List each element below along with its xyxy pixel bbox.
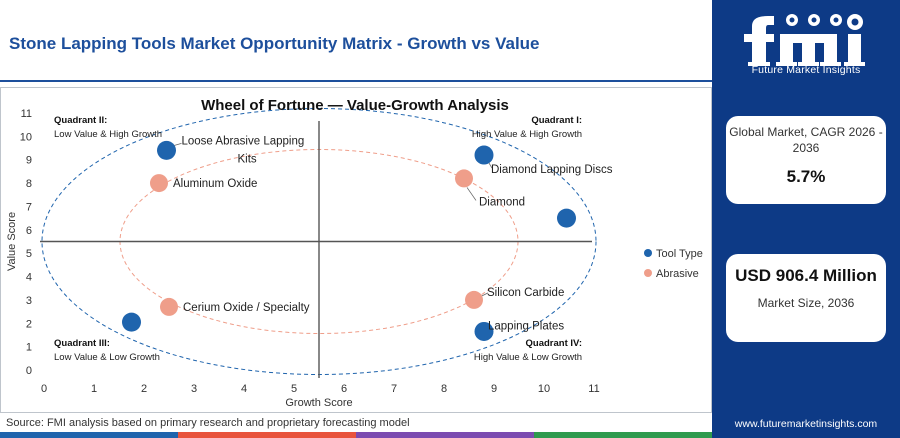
legend-marker <box>644 249 652 257</box>
point-label: Aluminum Oxide <box>173 178 257 190</box>
chart-frame <box>0 87 712 413</box>
quadrant-description: High Value & Low Growth <box>474 352 582 363</box>
point-leader-line <box>174 142 182 146</box>
tool-type-point <box>474 321 494 341</box>
logo-wordmark: Future Market Insights <box>751 64 861 76</box>
y-tick-label: 8 <box>26 178 32 190</box>
website-link[interactable]: www.futuremarketinsights.com <box>734 418 878 430</box>
header-divider <box>0 80 712 82</box>
abrasive-point <box>150 174 168 193</box>
chart-title: Wheel of Fortune — Value-Growth Analysis <box>201 97 509 114</box>
point-leader-line <box>488 162 493 169</box>
y-tick-label: 10 <box>20 131 32 143</box>
fmi-logo-icon <box>744 14 865 66</box>
quadrant-title: Quadrant II: <box>54 115 107 126</box>
x-tick-label: 4 <box>241 383 247 395</box>
legend-marker <box>644 269 652 277</box>
abrasive-point <box>160 297 178 316</box>
market-size-label: Market Size, 2036 <box>757 296 855 310</box>
x-tick-label: 6 <box>341 383 347 395</box>
y-tick-label: 6 <box>26 225 32 237</box>
point-label: Kits <box>238 153 257 165</box>
x-tick-label: 2 <box>141 383 147 395</box>
footer-bar-segment <box>0 432 178 438</box>
point-label: Diamond Lapping Discs <box>491 164 613 176</box>
legend-label: Abrasive <box>656 268 699 280</box>
y-tick-label: 11 <box>21 108 32 120</box>
quadrant-description: Low Value & High Growth <box>54 129 162 140</box>
x-tick-label: 0 <box>41 383 47 395</box>
point-label: Diamond <box>479 196 525 208</box>
abrasive-point <box>455 169 473 188</box>
tool-type-point <box>122 312 141 332</box>
quadrant-description: High Value & High Growth <box>472 129 582 140</box>
y-tick-label: 7 <box>26 201 32 213</box>
y-tick-label: 5 <box>26 248 32 260</box>
y-tick-label: 2 <box>26 318 32 330</box>
point-label: Cerium Oxide / Specialty <box>183 302 310 314</box>
y-tick-label: 0 <box>26 365 32 377</box>
footer-bar-segment <box>534 432 712 438</box>
y-axis-title: Value Score <box>6 212 18 271</box>
point-label: Lapping Plates <box>488 320 564 332</box>
x-axis-title: Growth Score <box>285 397 352 409</box>
cagr-card: Global Market, CAGR 2026 - 2036 5.7% <box>726 116 886 204</box>
x-tick-label: 9 <box>491 383 497 395</box>
tool-type-point <box>474 145 494 165</box>
point-label: Loose Abrasive Lapping <box>182 135 305 147</box>
tool-type-point <box>557 208 576 228</box>
abrasive-point <box>465 290 483 309</box>
report-title: Stone Lapping Tools Market Opportunity M… <box>9 34 540 53</box>
point-label: Silicon Carbide <box>487 287 564 299</box>
market-size-card: USD 906.4 Million Market Size, 2036 <box>726 254 886 342</box>
tool-type-point <box>157 140 176 160</box>
x-tick-label: 1 <box>91 383 97 395</box>
cagr-value: 5.7% <box>786 167 826 186</box>
point-leader-line <box>481 292 489 297</box>
quadrant-title: Quadrant IV: <box>526 338 582 349</box>
cagr-label: Global Market, CAGR 2026 - 2036 <box>729 125 883 155</box>
quadrant-title: Quadrant III: <box>54 338 110 349</box>
x-tick-label: 5 <box>291 383 297 395</box>
sidebar: Future Market Insights <box>712 0 900 438</box>
y-tick-label: 9 <box>26 155 32 167</box>
x-tick-label: 8 <box>441 383 447 395</box>
main-panel: Stone Lapping Tools Market Opportunity M… <box>0 34 712 438</box>
y-tick-label: 4 <box>26 272 32 284</box>
point-leader-line <box>466 187 477 201</box>
y-tick-label: 1 <box>26 342 32 354</box>
x-tick-label: 3 <box>191 383 197 395</box>
x-tick-label: 7 <box>391 383 397 395</box>
x-tick-label: 10 <box>538 383 550 395</box>
source-note: Source: FMI analysis based on primary re… <box>6 417 410 429</box>
quadrant-description: Low Value & Low Growth <box>54 352 160 363</box>
y-tick-label: 3 <box>26 295 32 307</box>
opportunity-matrix-chart: Wheel of Fortune — Value-Growth Analysis… <box>6 97 703 409</box>
color-footer-bar <box>0 432 712 438</box>
quadrant-title: Quadrant I: <box>531 115 582 126</box>
market-size-value: USD 906.4 Million <box>735 266 877 285</box>
footer-bar-segment <box>356 432 534 438</box>
x-tick-label: 11 <box>588 383 599 395</box>
footer-bar-segment <box>178 432 356 438</box>
legend-label: Tool Type <box>656 248 703 260</box>
